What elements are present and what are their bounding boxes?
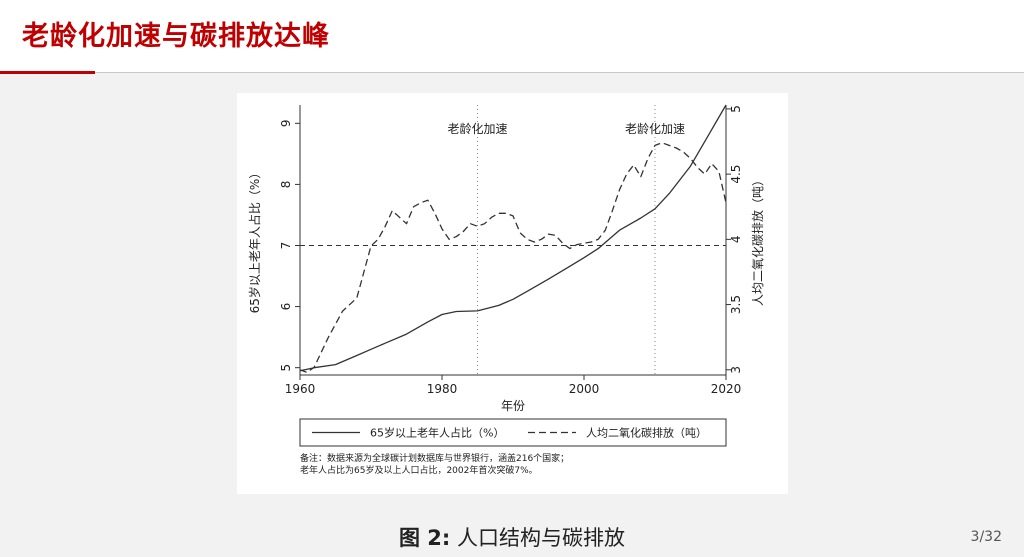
chart-note: 老年人占比为65岁及以上人口占比，2002年首次突破7%。 — [300, 464, 538, 476]
header-accent-bar — [0, 71, 95, 74]
slide-title: 老龄化加速与碳排放达峰 — [22, 21, 330, 52]
x-tick-label: 2020 — [711, 382, 742, 396]
y-right-tick-label: 4.5 — [729, 165, 743, 184]
y-right-tick-label: 3.5 — [729, 295, 743, 314]
y-left-axis-title: 65岁以上老年人占比（%） — [247, 167, 262, 314]
y-right-tick-label: 3 — [729, 366, 743, 374]
figure-panel: 1960 1980 2000 2020 5 6 7 8 9 3 3.5 4 4.5 5 65岁以上老年人占… — [237, 93, 788, 494]
y-right-tick-label: 4 — [729, 236, 743, 244]
x-tick-label: 1980 — [427, 382, 458, 396]
chart-series — [299, 104, 727, 374]
y-right-axis-title: 人均二氧化碳排放（吨） — [750, 174, 765, 306]
chart-axes: 1960 1980 2000 2020 5 6 7 8 9 3 3.5 4 4.5 5 — [279, 105, 743, 396]
y-left-tick-label: 6 — [279, 303, 293, 311]
y-right-tick-label: 5 — [729, 105, 743, 113]
chart-notes: 备注：数据来源为全球碳计划数据库与世界银行，涵盖216个国家；老年人占比为65岁… — [300, 452, 569, 476]
x-tick-label: 1960 — [285, 382, 316, 396]
x-axis-title: 年份 — [501, 399, 525, 413]
header-divider — [0, 72, 1024, 73]
y-left-tick-label: 5 — [279, 364, 293, 372]
slide-header: 老龄化加速与碳排放达峰 — [0, 0, 1024, 72]
x-tick-label: 2000 — [569, 382, 600, 396]
chart-legend: 65岁以上老年人占比（%） 人均二氧化碳排放（吨） — [299, 418, 727, 447]
y-left-tick-label: 9 — [279, 120, 293, 128]
annotation-label: 老龄化加速 — [447, 122, 507, 136]
page-number: 3/32 — [970, 529, 1002, 545]
series-line-aging — [299, 104, 727, 372]
chart: 1960 1980 2000 2020 5 6 7 8 9 3 3.5 4 4.5 5 65岁以上老年人占… — [247, 104, 765, 476]
caption-text: 人口结构与碳排放 — [450, 526, 625, 550]
figure-caption: 图 2: 人口结构与碳排放 — [0, 522, 1024, 552]
legend-box — [299, 418, 727, 447]
y-left-tick-label: 7 — [279, 242, 293, 250]
y-left-tick-label: 8 — [279, 181, 293, 189]
chart-labels: 65岁以上老年人占比（%） 人均二氧化碳排放（吨） 年份 老龄化加速 老龄化加速 — [247, 122, 765, 413]
legend-label: 65岁以上老年人占比（%） — [370, 426, 504, 440]
chart-note: 备注：数据来源为全球碳计划数据库与世界银行，涵盖216个国家； — [300, 452, 569, 464]
caption-prefix: 图 2: — [398, 526, 451, 550]
legend-label: 人均二氧化碳排放（吨） — [586, 426, 707, 440]
reference-lines — [300, 105, 726, 375]
annotation-label: 老龄化加速 — [625, 122, 685, 136]
series-line-co2 — [299, 142, 727, 374]
